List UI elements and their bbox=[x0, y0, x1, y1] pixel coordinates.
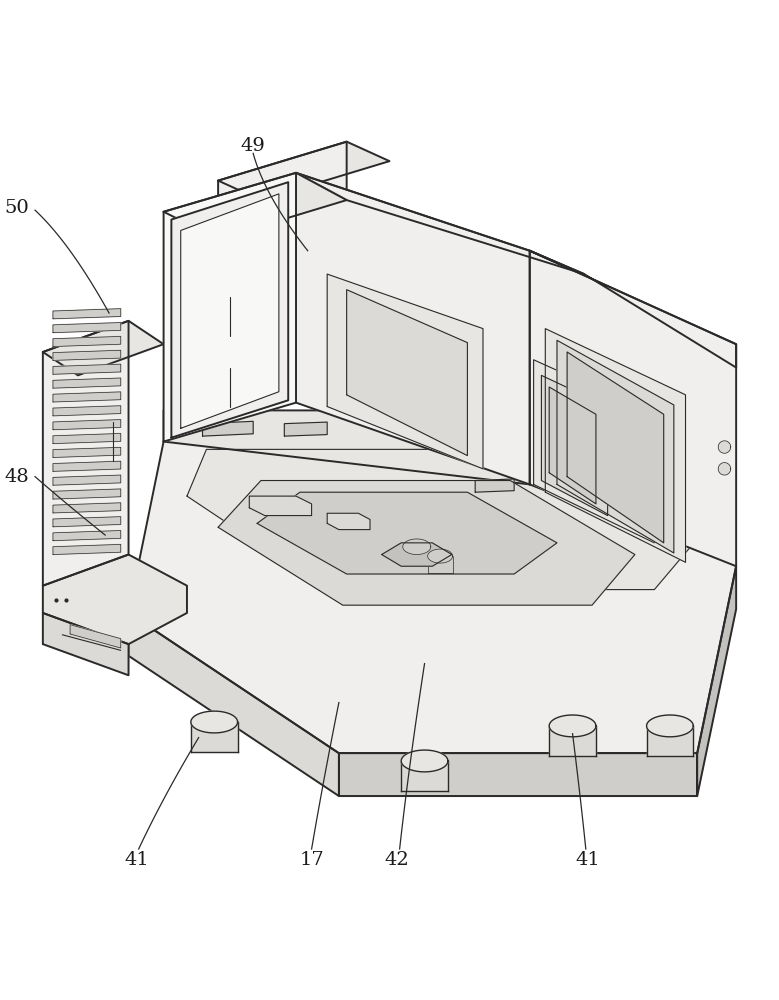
Polygon shape bbox=[53, 433, 121, 444]
Polygon shape bbox=[53, 475, 121, 485]
Polygon shape bbox=[53, 392, 121, 402]
Polygon shape bbox=[403, 547, 431, 566]
Polygon shape bbox=[218, 142, 347, 239]
Text: 49: 49 bbox=[241, 137, 266, 155]
Polygon shape bbox=[53, 350, 121, 360]
Polygon shape bbox=[53, 461, 121, 471]
Polygon shape bbox=[53, 447, 121, 457]
Polygon shape bbox=[534, 360, 654, 543]
Polygon shape bbox=[327, 513, 370, 530]
Polygon shape bbox=[53, 503, 121, 513]
Polygon shape bbox=[171, 182, 288, 438]
Polygon shape bbox=[718, 441, 731, 453]
Polygon shape bbox=[53, 336, 121, 347]
Polygon shape bbox=[43, 613, 129, 675]
Polygon shape bbox=[557, 340, 674, 553]
Polygon shape bbox=[347, 290, 467, 456]
Polygon shape bbox=[181, 194, 279, 428]
Text: 41: 41 bbox=[124, 851, 149, 869]
Polygon shape bbox=[697, 566, 736, 796]
Text: 41: 41 bbox=[576, 851, 601, 869]
Polygon shape bbox=[530, 251, 736, 566]
Polygon shape bbox=[545, 329, 686, 562]
Polygon shape bbox=[530, 251, 736, 368]
Polygon shape bbox=[249, 496, 312, 516]
Polygon shape bbox=[403, 539, 431, 555]
Polygon shape bbox=[296, 173, 584, 274]
Text: 42: 42 bbox=[385, 851, 410, 869]
Polygon shape bbox=[43, 321, 129, 586]
Polygon shape bbox=[428, 556, 453, 573]
Polygon shape bbox=[43, 555, 187, 644]
Polygon shape bbox=[53, 309, 121, 319]
Polygon shape bbox=[327, 274, 483, 469]
Polygon shape bbox=[203, 421, 253, 436]
Polygon shape bbox=[43, 321, 164, 375]
Polygon shape bbox=[257, 492, 557, 574]
Text: 50: 50 bbox=[5, 199, 30, 217]
Polygon shape bbox=[129, 613, 339, 796]
Polygon shape bbox=[53, 378, 121, 388]
Polygon shape bbox=[549, 387, 596, 504]
Polygon shape bbox=[218, 481, 635, 605]
Polygon shape bbox=[53, 489, 121, 499]
Polygon shape bbox=[53, 420, 121, 430]
Polygon shape bbox=[541, 375, 608, 516]
Polygon shape bbox=[53, 517, 121, 527]
Polygon shape bbox=[428, 549, 453, 563]
Polygon shape bbox=[187, 449, 697, 590]
Polygon shape bbox=[191, 722, 238, 752]
Polygon shape bbox=[164, 410, 530, 484]
Polygon shape bbox=[164, 173, 296, 442]
Polygon shape bbox=[284, 422, 327, 436]
Polygon shape bbox=[70, 625, 121, 648]
Polygon shape bbox=[53, 364, 121, 374]
Polygon shape bbox=[218, 142, 390, 200]
Polygon shape bbox=[296, 173, 530, 484]
Polygon shape bbox=[647, 715, 693, 737]
Polygon shape bbox=[647, 726, 693, 756]
Polygon shape bbox=[401, 761, 448, 791]
Polygon shape bbox=[53, 406, 121, 416]
Polygon shape bbox=[401, 750, 448, 772]
Text: 17: 17 bbox=[299, 851, 324, 869]
Polygon shape bbox=[718, 463, 731, 475]
Polygon shape bbox=[475, 479, 514, 492]
Polygon shape bbox=[129, 442, 736, 753]
Polygon shape bbox=[191, 711, 238, 733]
Polygon shape bbox=[164, 173, 347, 239]
Text: 48: 48 bbox=[5, 468, 30, 486]
Polygon shape bbox=[53, 531, 121, 541]
Polygon shape bbox=[567, 352, 664, 543]
Polygon shape bbox=[382, 543, 452, 566]
Polygon shape bbox=[549, 726, 596, 756]
Polygon shape bbox=[53, 544, 121, 555]
Polygon shape bbox=[339, 753, 697, 796]
Polygon shape bbox=[549, 715, 596, 737]
Polygon shape bbox=[53, 323, 121, 333]
